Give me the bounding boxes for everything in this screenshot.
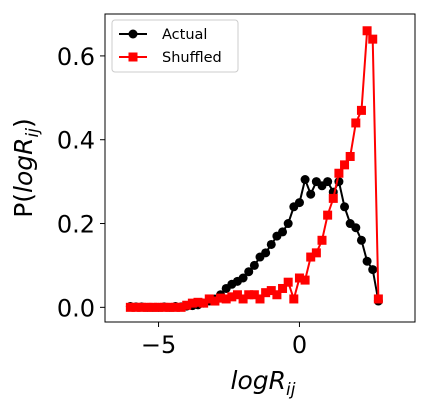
data-point-shuffled — [182, 300, 192, 310]
y-axis-title-post: ) — [9, 118, 38, 128]
data-point-actual — [306, 189, 316, 199]
data-point-shuffled — [272, 290, 282, 300]
data-point-shuffled — [362, 26, 372, 36]
data-point-shuffled — [232, 290, 242, 300]
legend-label-actual: Actual — [162, 27, 207, 43]
data-point-shuffled — [216, 293, 226, 303]
data-point-shuffled — [199, 298, 209, 308]
data-point-actual — [294, 198, 304, 208]
x-axis-title-main: logR — [231, 366, 286, 395]
data-point-shuffled — [176, 302, 186, 312]
data-point-shuffled — [306, 252, 316, 262]
data-point-actual — [283, 219, 293, 229]
data-point-shuffled — [187, 298, 197, 308]
y-axis-title-main: logR — [9, 137, 38, 192]
legend-marker-actual — [128, 29, 138, 39]
series-layer — [125, 26, 383, 312]
data-point-shuffled — [159, 302, 169, 312]
data-point-actual — [351, 223, 361, 233]
y-tick-label: 0.6 — [57, 43, 95, 71]
data-point-shuffled — [154, 302, 164, 312]
data-point-shuffled — [356, 105, 366, 115]
data-point-shuffled — [249, 290, 259, 300]
y-tick-label: 0.0 — [57, 294, 95, 322]
data-point-shuffled — [351, 118, 361, 128]
data-point-shuffled — [255, 294, 265, 304]
legend: Actual Shuffled — [111, 19, 239, 73]
x-axis-title-sub: ij — [286, 380, 296, 400]
data-point-shuffled — [289, 294, 299, 304]
data-point-actual — [261, 248, 271, 258]
legend-marker-shuffled — [128, 52, 138, 62]
data-point-shuffled — [125, 302, 135, 312]
data-point-shuffled — [210, 296, 220, 306]
data-point-shuffled — [244, 290, 254, 300]
series-line-actual — [130, 176, 380, 309]
data-point-actual — [323, 177, 333, 187]
data-point-shuffled — [221, 294, 231, 304]
data-point-actual — [266, 239, 276, 249]
data-point-shuffled — [227, 292, 237, 302]
data-point-shuffled — [334, 168, 344, 178]
data-point-shuffled — [137, 302, 147, 312]
data-point-shuffled — [278, 283, 288, 293]
data-point-shuffled — [328, 193, 338, 203]
data-point-shuffled — [345, 151, 355, 161]
y-axis-title-sub: ij — [23, 128, 43, 138]
y-tick-label: 0.2 — [57, 211, 95, 239]
data-point-actual — [238, 273, 248, 283]
data-point-shuffled — [261, 288, 271, 298]
data-point-shuffled — [368, 34, 378, 44]
data-point-actual — [368, 265, 378, 275]
data-point-shuffled — [204, 294, 214, 304]
data-point-shuffled — [323, 210, 333, 220]
data-point-shuffled — [193, 297, 203, 307]
data-point-shuffled — [148, 302, 158, 312]
legend-label-shuffled: Shuffled — [162, 50, 222, 66]
data-point-shuffled — [317, 235, 327, 245]
y-axis-title-pre: P( — [9, 193, 38, 218]
data-point-actual — [356, 235, 366, 245]
y-axis-title: P(logRij) — [9, 118, 43, 218]
data-point-shuffled — [131, 302, 141, 312]
data-point-shuffled — [294, 273, 304, 283]
data-point-shuffled — [283, 277, 293, 287]
data-point-shuffled — [373, 294, 383, 304]
data-point-shuffled — [165, 302, 175, 312]
data-point-shuffled — [238, 294, 248, 304]
data-point-shuffled — [170, 302, 180, 312]
data-point-actual — [244, 267, 254, 277]
data-point-shuffled — [300, 275, 310, 285]
x-axis-title: logRij — [231, 366, 296, 400]
data-point-actual — [362, 256, 372, 266]
data-point-actual — [278, 227, 288, 237]
data-point-shuffled — [311, 248, 321, 258]
data-point-shuffled — [340, 160, 350, 170]
data-point-actual — [249, 260, 259, 270]
x-tick-label: 0 — [292, 331, 307, 359]
y-tick-label: 0.4 — [57, 127, 95, 155]
plot-frame — [104, 13, 416, 323]
data-point-actual — [300, 175, 310, 185]
x-tick-label: −5 — [141, 331, 176, 359]
data-point-actual — [340, 202, 350, 212]
tick-layer: −5 0 0.0 0.2 0.4 0.6 — [57, 43, 307, 359]
data-point-shuffled — [142, 302, 152, 312]
data-point-shuffled — [266, 286, 276, 296]
